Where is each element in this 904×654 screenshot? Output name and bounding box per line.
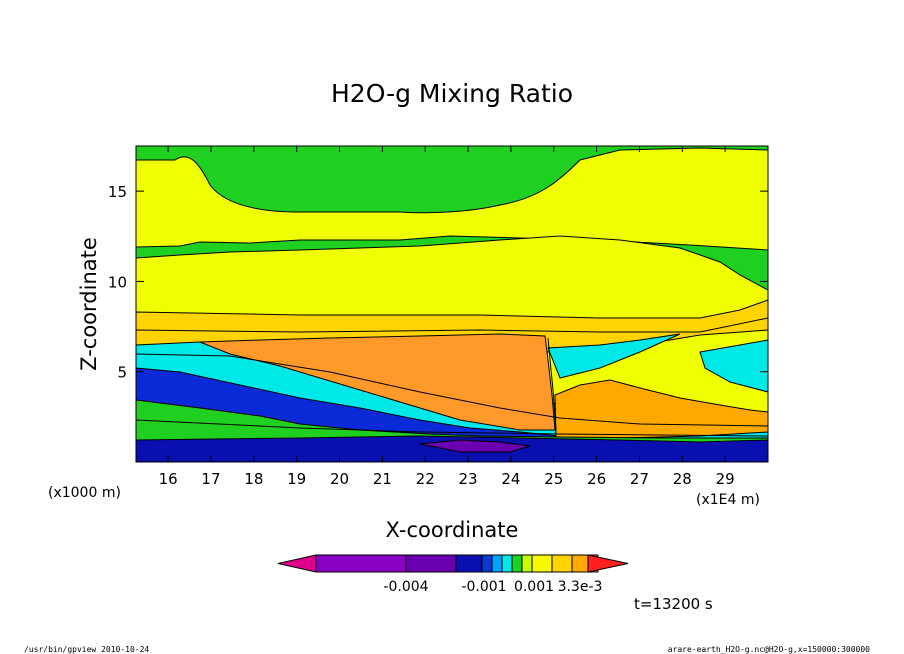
colorbar-segment [521,554,533,573]
x-axis: 16 17 18 19 20 21 22 23 24 25 26 27 28 29 [159,146,735,488]
upper-yellow-region [135,147,769,251]
x-unit-label: (x1E4 m) [696,492,760,508]
colorbar-tick-label: 3.3e-3 [558,579,603,595]
x-tick-label: 19 [287,470,306,488]
x-tick-label: 18 [244,470,263,488]
colorbar-labels: -0.004 -0.001 0.001 3.3e-3 [383,579,602,595]
colorbar-segment [481,554,493,573]
x-tick-label: 28 [673,470,692,488]
x-tick-label: 21 [373,470,392,488]
colorbar-segment [405,554,457,573]
x-tick-label: 16 [159,470,178,488]
colorbar-segment [501,554,513,573]
colorbar-tick-label: -0.001 [461,579,506,595]
colorbar-segment [551,554,573,573]
x-tick-label: 20 [330,470,349,488]
x-tick-label: 25 [544,470,563,488]
colorbar-segment [315,554,407,573]
purple-minimum-region [419,439,531,453]
footer-left: /usr/bin/gpview 2010-10-24 [24,645,149,654]
colorbar-left-arrow [277,554,317,573]
chart-title: H2O-g Mixing Ratio [331,79,573,108]
x-tick-label: 17 [201,470,220,488]
orange-core-region [199,333,556,431]
colorbar-segment [455,554,483,573]
colorbar-segment [491,554,503,573]
colorbar-segment [531,554,553,573]
colorbar-segment [511,554,523,573]
x-tick-label: 26 [587,470,606,488]
x-tick-label: 29 [716,470,735,488]
colorbar-tick-label: -0.004 [383,579,428,595]
x-tick-label: 24 [501,470,520,488]
contour-lines [135,317,769,437]
y-tick-label: 15 [108,183,127,201]
colorbar-segment [571,554,589,573]
y-tick-label: 10 [108,273,127,291]
x-tick-label: 22 [416,470,435,488]
right-cyan-wedge [547,333,681,379]
y-tick-label: 5 [117,364,127,382]
y-axis: 5 10 15 [108,183,768,382]
x-tick-label: 23 [459,470,478,488]
time-label: t=13200 s [634,595,713,613]
colorbar [277,554,629,573]
x-tick-label: 27 [630,470,649,488]
y-unit-label: (x1000 m) [48,485,121,501]
x-axis-title: X-coordinate [386,518,519,542]
colorbar-tick-label: 0.001 [514,579,554,595]
plot-frame [135,145,769,463]
footer-right: arare-earth_H2O-g.nc@H2O-g,x=150000:3000… [668,645,870,654]
plot-area [135,145,769,463]
y-axis-title: Z-coordinate [77,237,101,371]
colorbar-right-arrow [587,554,629,573]
